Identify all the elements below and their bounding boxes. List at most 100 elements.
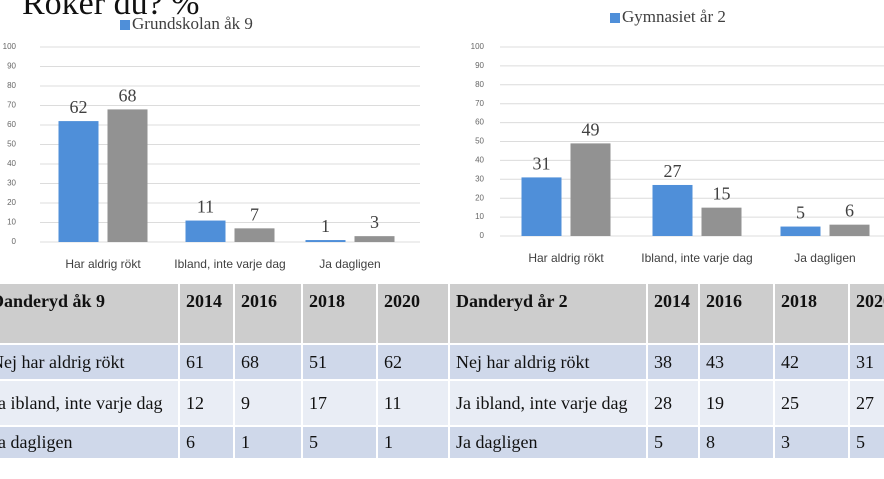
table-cell: Ja ibland, inte varje dag (0, 381, 180, 427)
table-cell: 17 (303, 381, 378, 427)
table-cell: Ja dagligen (0, 427, 180, 460)
x-tick-label: Har aldrig rökt (65, 257, 141, 271)
x-tick-label: Har aldrig rökt (528, 251, 604, 265)
cell-text: 25 (781, 392, 799, 413)
table-cell: 68 (235, 345, 303, 381)
y-tick-label: 10 (7, 218, 16, 227)
cell-text: Nej har aldrig rökt (0, 351, 125, 372)
bar (521, 177, 562, 236)
header-cell: 2014 (180, 284, 235, 345)
table-cell: 8 (700, 427, 775, 460)
table: Danderyd år 2 2014 2016 2018 2020 Nej har ald… (450, 284, 884, 460)
table-cell: 3 (775, 427, 850, 460)
table-cell: 42 (775, 345, 850, 381)
data-label: 27 (664, 161, 682, 181)
table: Danderyd åk 9 2014 2016 2018 2020 Nej har ald… (0, 284, 450, 460)
y-tick-label: 50 (475, 137, 484, 146)
cell-text: Danderyd år 2 (456, 291, 568, 311)
cell-text: Ja ibland, inte varje dag (0, 392, 163, 413)
table-cell: 61 (180, 345, 235, 381)
table-cell: 51 (303, 345, 378, 381)
y-tick-label: 50 (7, 140, 16, 149)
bar (185, 220, 226, 242)
bar (354, 236, 395, 242)
table-cell: 5 (303, 427, 378, 460)
table-cell: Ja ibland, inte varje dag (450, 381, 648, 427)
cell-text: 3 (781, 432, 790, 453)
cell-text: 38 (654, 351, 672, 372)
y-tick-label: 100 (3, 42, 17, 51)
x-tick-label: Ja dagligen (794, 251, 855, 265)
cell-text: Ja ibland, inte varje dag (456, 392, 628, 413)
table-cell: 11 (378, 381, 450, 427)
y-tick-label: 60 (7, 120, 16, 129)
y-tick-label: 0 (480, 231, 485, 240)
table-cell: Nej har aldrig rökt (450, 345, 648, 381)
table-cell: 38 (648, 345, 700, 381)
header-cell: Danderyd år 2 (450, 284, 648, 345)
cell-text: 12 (186, 392, 204, 413)
cell-text: 6 (186, 432, 195, 453)
data-label: 5 (796, 203, 805, 223)
data-label: 49 (582, 119, 600, 139)
cell-text: 62 (384, 351, 402, 372)
y-tick-label: 30 (7, 179, 16, 188)
cell-text: 2020 (856, 291, 884, 311)
cell-text: 2016 (706, 291, 742, 311)
table-cell: Nej har aldrig rökt (0, 345, 180, 381)
table-cell: 1 (378, 427, 450, 460)
bar (305, 240, 346, 242)
table-cell: 5 (648, 427, 700, 460)
table-cell: 1 (235, 427, 303, 460)
table-cell: 25 (775, 381, 850, 427)
cell-text: Nej har aldrig rökt (456, 351, 590, 372)
y-tick-label: 0 (12, 237, 17, 246)
bar (570, 143, 611, 236)
cell-text: 27 (856, 392, 874, 413)
table-cell: 12 (180, 381, 235, 427)
cell-text: 19 (706, 392, 724, 413)
bar (58, 121, 99, 242)
x-tick-label: Ibland, inte varje dag (174, 257, 285, 271)
header-cell: 2020 (850, 284, 884, 345)
header-cell: 2014 (648, 284, 700, 345)
cell-text: 8 (706, 432, 715, 453)
data-label: 6 (845, 201, 854, 221)
y-tick-label: 100 (471, 42, 485, 51)
cell-text: 43 (706, 351, 724, 372)
bar (652, 184, 693, 236)
cell-text: 68 (241, 351, 259, 372)
cell-text: 2014 (186, 291, 222, 311)
y-tick-label: 30 (475, 174, 484, 183)
y-tick-label: 40 (475, 156, 484, 165)
y-tick-label: 70 (7, 101, 16, 110)
header-cell: 2018 (303, 284, 378, 345)
cell-text: Danderyd åk 9 (0, 291, 106, 311)
cell-text: 5 (856, 432, 865, 453)
data-label: 68 (119, 85, 137, 105)
table-cell: 62 (378, 345, 450, 381)
y-tick-label: 20 (475, 193, 484, 202)
table-cell: Ja dagligen (450, 427, 648, 460)
cell-text: 1 (384, 432, 393, 453)
data-label: 31 (533, 153, 551, 173)
cell-text: 61 (186, 351, 204, 372)
header-cell: 2020 (378, 284, 450, 345)
x-tick-label: Ibland, inte varje dag (641, 251, 752, 265)
bar (107, 109, 148, 243)
y-tick-label: 80 (7, 81, 16, 90)
cell-text: 2014 (654, 291, 690, 311)
table-cell: 31 (850, 345, 884, 381)
cell-text: 2020 (384, 291, 420, 311)
y-tick-label: 40 (7, 159, 16, 168)
legend-label: Grundskolan åk 9 (132, 14, 253, 33)
cell-text: 42 (781, 351, 799, 372)
bar (829, 224, 870, 236)
table-cell: 5 (850, 427, 884, 460)
table-cell: 6 (180, 427, 235, 460)
slide-title: Röker du? % (22, 0, 200, 22)
cell-text: Ja dagligen (0, 432, 73, 453)
data-label: 7 (250, 204, 259, 224)
